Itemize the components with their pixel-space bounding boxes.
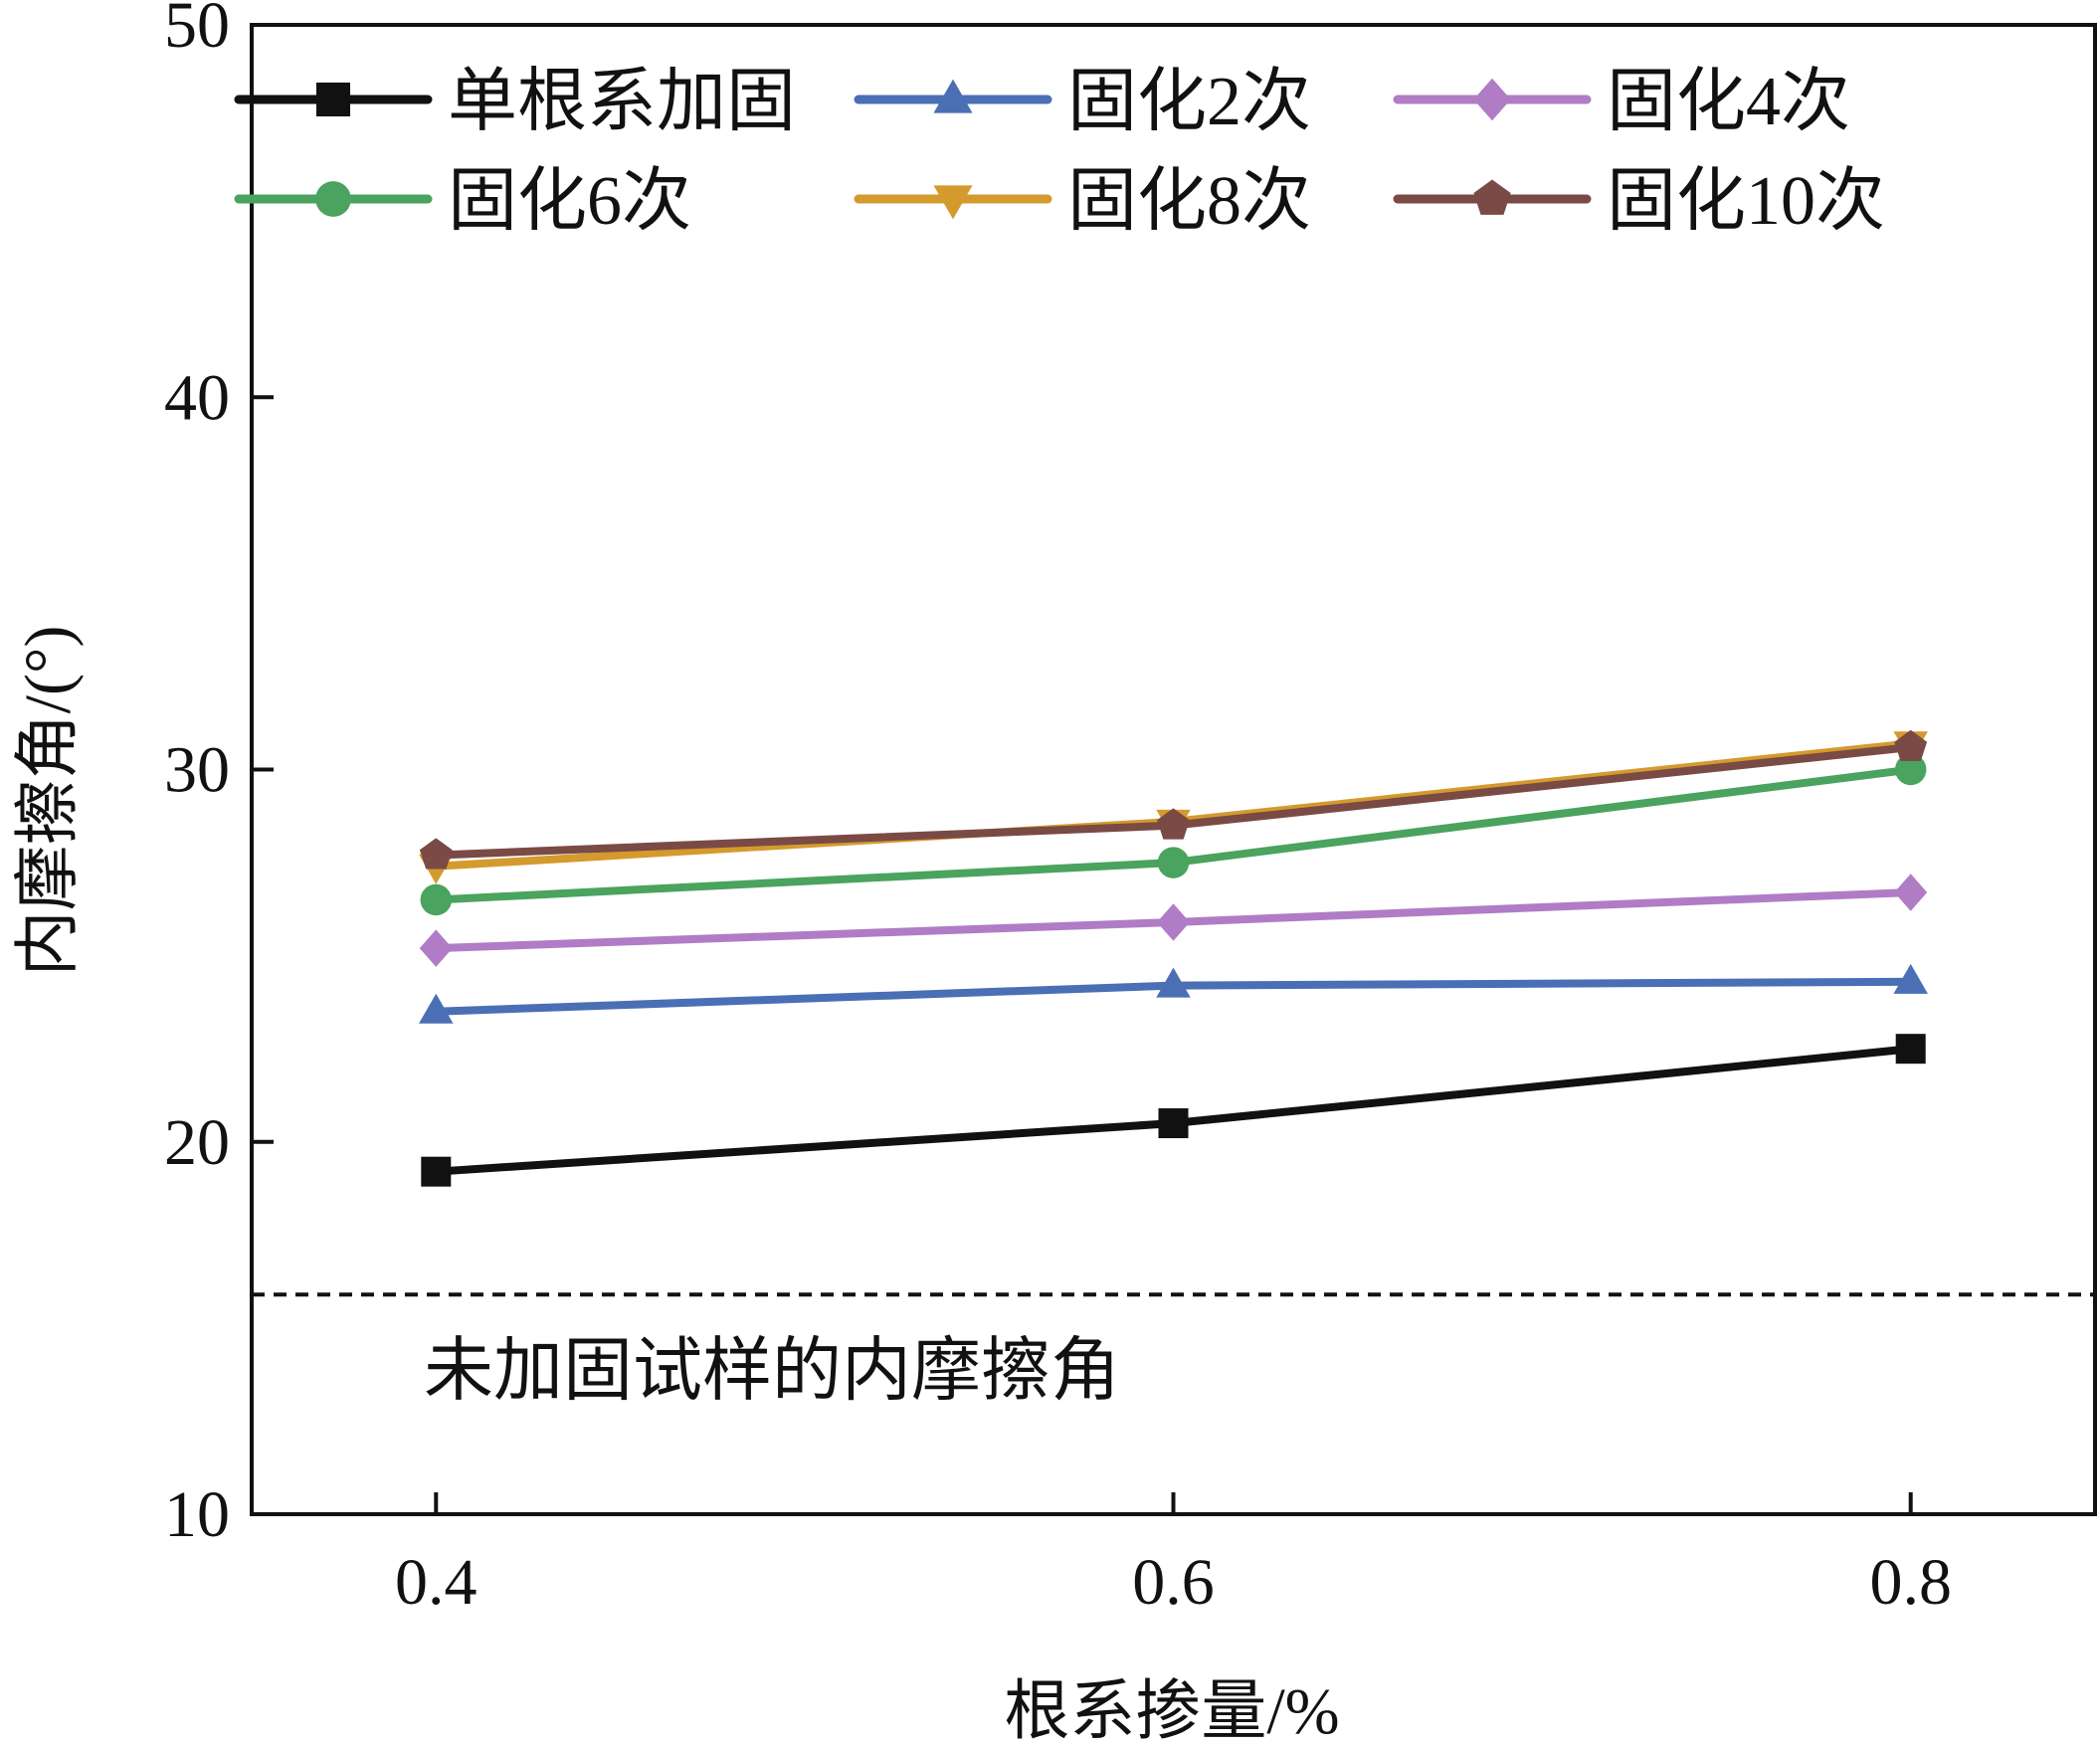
axes-group: 10 20 30 40 50 0.4 0.6 0.8 <box>164 0 1952 1619</box>
series-1 <box>421 1034 1926 1187</box>
legend-label: 固化10次 <box>1607 163 1885 240</box>
legend-item: 单根系加固 <box>234 64 796 140</box>
data-point <box>1157 903 1190 941</box>
y-tick-label: 30 <box>164 734 230 807</box>
series-6 <box>419 729 1928 870</box>
plot-area <box>250 23 2097 1516</box>
y-tick-label: 50 <box>164 0 230 62</box>
data-point <box>1894 753 1927 786</box>
legend-label: 单根系加固 <box>448 64 796 140</box>
legend-label: 固化8次 <box>1067 163 1311 240</box>
legend-label: 固化2次 <box>1067 64 1311 140</box>
data-point <box>1157 808 1190 840</box>
data-point <box>1893 963 1928 994</box>
reference-line-label: 未加固试样的内摩擦角 <box>424 1333 1120 1410</box>
data-point <box>1894 874 1928 911</box>
series-2 <box>419 963 1928 1024</box>
data-point <box>1895 1034 1926 1065</box>
y-tick-label: 20 <box>164 1106 230 1179</box>
legend-label: 固化6次 <box>448 163 691 240</box>
legend-marker <box>1473 179 1511 215</box>
reference-line-group: 未加固试样的内摩擦角 <box>252 1292 2095 1410</box>
y-axis-title: 内摩擦角/(°) <box>12 626 85 977</box>
data-point <box>419 993 454 1024</box>
legend-item: 固化10次 <box>1393 163 1885 240</box>
legend-label: 固化4次 <box>1607 64 1850 140</box>
legend-item: 固化2次 <box>854 64 1311 140</box>
data-point <box>420 883 453 916</box>
legend-marker <box>1473 78 1511 121</box>
x-axis-title: 根系掺量/% <box>1004 1675 1339 1748</box>
data-point <box>1157 847 1190 878</box>
series-group <box>419 729 1928 1187</box>
data-point <box>1158 1108 1189 1139</box>
legend-item: 固化6次 <box>234 163 691 240</box>
x-tick-label: 0.8 <box>1869 1546 1952 1619</box>
legend-item: 固化8次 <box>854 163 1311 240</box>
legend-marker <box>933 79 973 113</box>
plot-frame <box>250 23 2097 1516</box>
legend-marker <box>933 185 973 220</box>
series-4 <box>420 753 1927 916</box>
legend-marker <box>316 83 350 116</box>
legend-item: 固化4次 <box>1393 64 1850 140</box>
data-point <box>1156 967 1191 998</box>
series-3 <box>419 874 1928 967</box>
y-tick-label: 40 <box>164 361 230 434</box>
legend-marker <box>315 181 351 217</box>
x-tick-label: 0.4 <box>395 1546 477 1619</box>
data-point <box>419 929 453 967</box>
x-tick-label: 0.6 <box>1132 1546 1215 1619</box>
y-tick-label: 10 <box>164 1478 230 1551</box>
data-point <box>419 838 453 870</box>
data-point <box>421 1156 452 1187</box>
data-point <box>1894 729 1928 762</box>
